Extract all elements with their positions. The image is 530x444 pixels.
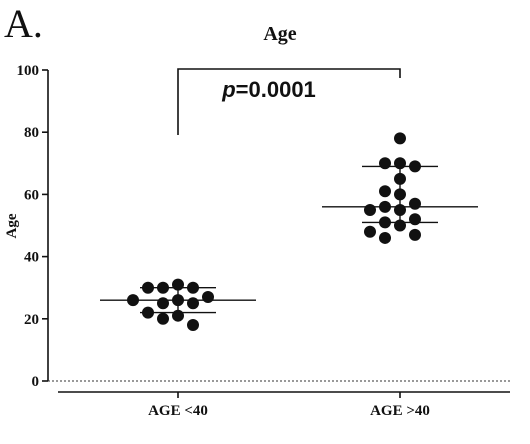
data-point xyxy=(142,281,154,294)
data-point xyxy=(409,213,421,226)
data-point xyxy=(187,319,199,332)
chart-title: Age xyxy=(263,23,296,45)
bracket-line xyxy=(177,68,401,135)
x-tick-label: AGE >40 xyxy=(370,403,430,419)
data-point xyxy=(172,278,184,291)
data-point xyxy=(379,216,391,229)
data-point xyxy=(394,157,406,170)
y-tick-label: 0 xyxy=(32,374,40,390)
data-point xyxy=(409,228,421,241)
data-point xyxy=(364,225,376,238)
data-point xyxy=(394,188,406,201)
y-axis: 0 20 40 60 80 100 xyxy=(17,63,510,390)
data-point xyxy=(172,294,184,307)
data-point xyxy=(157,297,169,310)
y-tick-label: 100 xyxy=(17,63,40,79)
data-point xyxy=(394,172,406,185)
group-statistics xyxy=(100,165,478,314)
data-point xyxy=(127,294,139,307)
data-point xyxy=(394,203,406,216)
data-point xyxy=(409,197,421,210)
y-axis-title: Age xyxy=(4,213,20,238)
y-tick-label: 40 xyxy=(24,250,39,266)
data-point xyxy=(187,297,199,310)
data-point xyxy=(409,160,421,173)
data-point xyxy=(142,306,154,319)
y-tick-label: 20 xyxy=(24,312,39,328)
x-axis: AGE <40 AGE >40 xyxy=(58,391,510,419)
data-point xyxy=(364,203,376,216)
y-tick-label: 80 xyxy=(24,125,39,141)
data-point xyxy=(172,309,184,322)
data-point xyxy=(394,219,406,232)
data-point xyxy=(394,132,406,145)
data-point xyxy=(379,185,391,198)
panel-label: A. xyxy=(4,1,43,46)
data-point xyxy=(202,291,214,304)
data-point xyxy=(187,281,199,294)
data-point xyxy=(157,312,169,325)
x-tick-label: AGE <40 xyxy=(148,403,208,419)
data-point xyxy=(379,157,391,170)
data-point xyxy=(379,231,391,244)
y-tick-label: 60 xyxy=(24,187,39,203)
significance-bracket: p=0.0001 xyxy=(177,68,401,135)
data-point xyxy=(379,200,391,213)
data-points xyxy=(127,132,421,332)
data-point xyxy=(157,281,169,294)
p-value-label: p=0.0001 xyxy=(221,77,316,102)
